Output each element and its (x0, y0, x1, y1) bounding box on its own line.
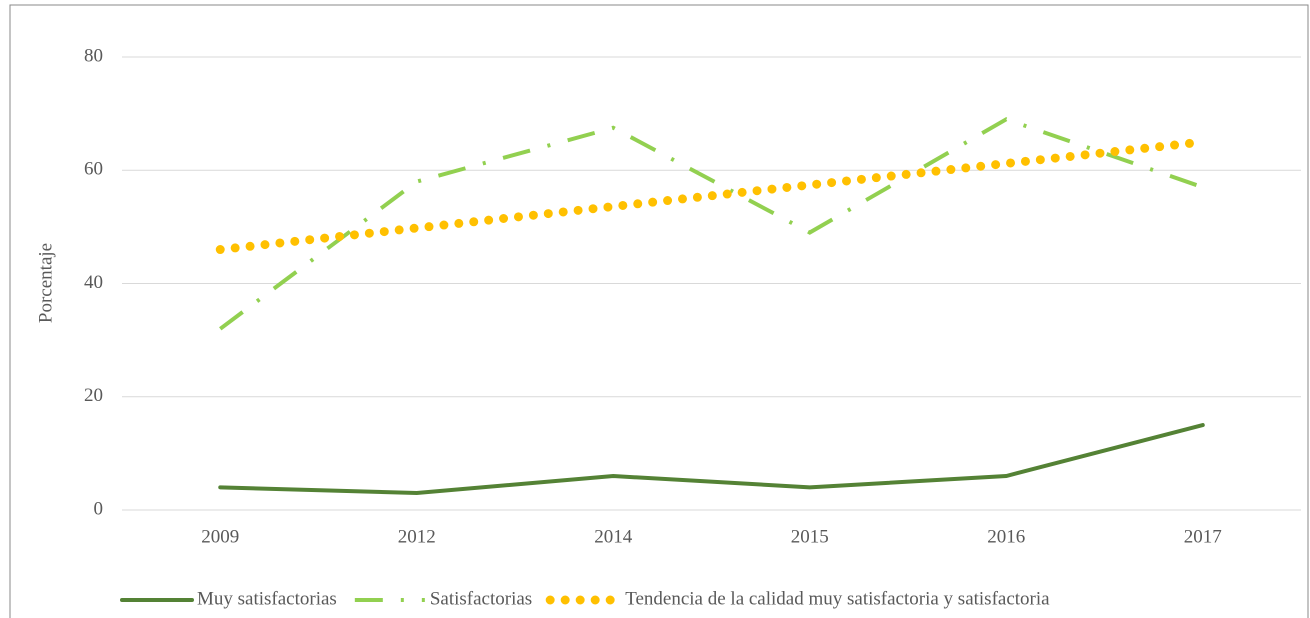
data-line (219, 117, 1204, 331)
chart-frame (9, 4, 1309, 618)
y-tick-label: 60 (84, 159, 103, 180)
x-tick-label: 2016 (987, 526, 1025, 547)
x-tick-label: 2012 (398, 526, 436, 547)
x-tick-label: 2014 (594, 526, 633, 547)
legend-label: Tendencia de la calidad muy satisfactori… (625, 588, 1050, 609)
legend-label: Satisfactorias (430, 588, 532, 609)
y-tick-label: 20 (84, 385, 103, 406)
y-tick-label: 0 (94, 498, 104, 519)
legend-label: Muy satisfactorias (197, 588, 337, 609)
y-tick-label: 80 (84, 45, 103, 66)
data-line (218, 423, 1205, 496)
y-tick-label: 40 (84, 272, 103, 293)
data-line (215, 137, 1208, 255)
y-axis-label: Porcentaje (35, 243, 56, 323)
x-tick-label: 2017 (1184, 526, 1222, 547)
x-tick-label: 2015 (791, 526, 829, 547)
x-tick-label: 2009 (201, 526, 239, 547)
